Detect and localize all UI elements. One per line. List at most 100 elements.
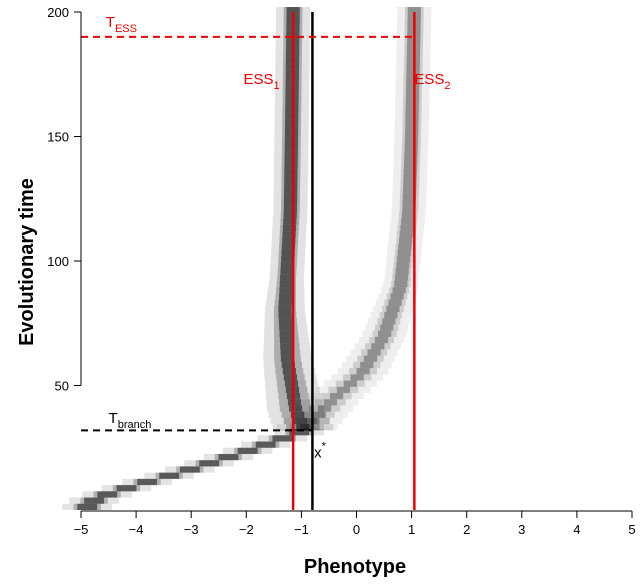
density-core — [392, 287, 406, 294]
density-mid — [391, 280, 411, 288]
density-core — [367, 349, 381, 356]
x-tick-label: 5 — [628, 522, 635, 537]
density-mid — [234, 447, 262, 454]
density-mid — [112, 485, 141, 492]
density-mid — [321, 392, 352, 400]
density-mid — [402, 131, 422, 138]
density-mid — [402, 112, 422, 120]
density-core — [282, 231, 296, 238]
density-core — [363, 355, 378, 362]
density-core — [280, 262, 294, 269]
density-halo — [274, 429, 324, 436]
y-tick-label: 100 — [47, 254, 69, 269]
density-core — [281, 361, 295, 369]
density-core — [296, 424, 310, 431]
density-core — [405, 112, 419, 120]
density-mid — [314, 399, 346, 406]
x-tick-label: −1 — [294, 522, 309, 537]
density-halo — [389, 231, 424, 238]
density-halo — [394, 143, 429, 151]
density-mid — [400, 175, 420, 182]
density-halo — [394, 137, 429, 144]
density-core — [378, 330, 392, 337]
density-core — [404, 137, 419, 144]
density-halo — [370, 312, 412, 319]
density-mid — [302, 411, 335, 418]
density-core — [405, 106, 419, 113]
density-core — [137, 478, 158, 486]
density-core — [402, 206, 416, 213]
density-mid — [155, 472, 183, 479]
density-core — [284, 162, 298, 169]
density-core — [374, 336, 389, 344]
annotation-x-star: x* — [314, 441, 327, 462]
density-halo — [395, 87, 430, 95]
density-mid — [365, 343, 391, 350]
density-halo — [373, 305, 413, 313]
density-halo — [341, 361, 392, 369]
density-halo — [358, 336, 405, 344]
density-halo — [122, 478, 172, 486]
x-tick-label: 1 — [408, 522, 415, 537]
density-core — [343, 380, 357, 387]
density-halo — [375, 299, 415, 306]
y-tick-label: 150 — [47, 130, 69, 145]
density-core — [278, 318, 293, 325]
density-mid — [252, 441, 280, 448]
density-mid — [384, 299, 406, 306]
density-mid — [402, 106, 422, 113]
density-mid — [393, 262, 413, 269]
density-core — [284, 150, 298, 157]
density-halo — [394, 125, 429, 132]
y-axis-ticks: 50 100 150 200 — [47, 5, 81, 394]
density-core — [406, 69, 420, 76]
density-mid — [382, 305, 404, 313]
density-core — [284, 187, 298, 194]
density-halo — [391, 212, 426, 219]
density-mid — [369, 336, 394, 344]
density-halo — [395, 81, 430, 88]
annotations: TESS ESS1 ESS2 Tbranch x* — [106, 14, 451, 462]
density-mid — [399, 199, 419, 207]
density-halo — [354, 343, 401, 350]
density-mid — [401, 143, 421, 151]
density-mid — [397, 224, 417, 232]
y-tick-label: 50 — [55, 379, 69, 394]
annotation-t-ess: TESS — [106, 14, 137, 35]
density-core — [283, 374, 298, 381]
density-halo — [203, 453, 254, 461]
density-core — [116, 485, 137, 492]
density-core — [218, 453, 239, 461]
density-halo — [337, 368, 389, 375]
density-core — [406, 75, 420, 82]
density-halo — [391, 206, 426, 213]
density-mid — [398, 218, 418, 225]
density-halo — [331, 374, 384, 381]
density-mid — [403, 87, 423, 95]
density-core — [286, 7, 300, 14]
density-mid — [342, 374, 372, 381]
density-mid — [361, 349, 388, 356]
density-halo — [393, 150, 429, 157]
density-halo — [393, 156, 428, 163]
density-core — [179, 466, 200, 473]
annotation-ess2: ESS2 — [414, 71, 450, 92]
density-halo — [365, 324, 409, 331]
density-mid — [401, 156, 421, 163]
density-mid — [400, 181, 420, 188]
density-core — [405, 100, 419, 107]
density-halo — [387, 249, 422, 257]
density-halo — [385, 268, 420, 275]
density-halo — [393, 162, 428, 169]
y-axis-title: Evolutionary time — [16, 178, 38, 346]
density-core — [400, 224, 414, 232]
density-core — [283, 193, 298, 200]
density-halo — [222, 447, 273, 454]
density-core — [283, 199, 298, 207]
density-mid — [400, 187, 419, 194]
density-halo — [392, 181, 427, 188]
density-halo — [392, 193, 427, 200]
density-halo — [384, 274, 419, 281]
density-core — [284, 156, 298, 163]
density-halo — [308, 392, 365, 400]
